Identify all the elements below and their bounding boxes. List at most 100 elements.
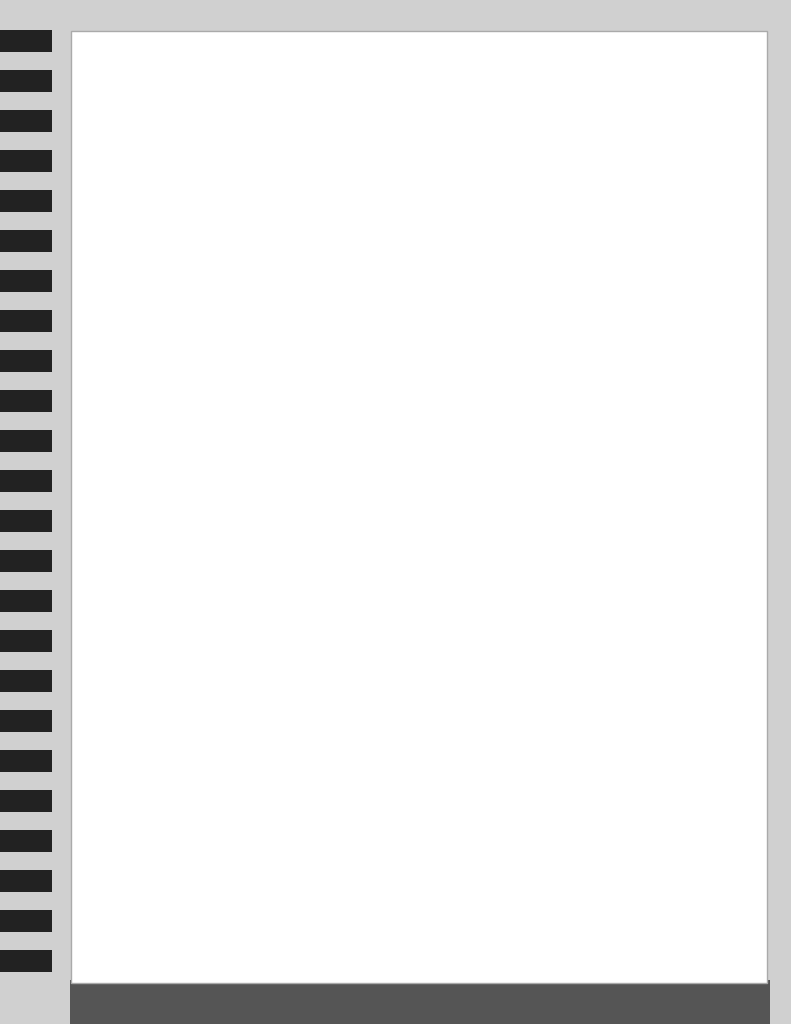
Text: IN-LINE
DIODE: IN-LINE DIODE [533,547,577,568]
FancyBboxPatch shape [266,863,302,892]
Text: P: P [335,701,340,710]
Text: 422-.5 TAN/BLK: 422-.5 TAN/BLK [654,784,702,790]
Bar [0,750,52,772]
Text: 12085425: 12085425 [222,920,258,926]
Text: 31: 31 [409,793,415,798]
Text: C: C [172,190,176,200]
Bar [0,870,52,892]
Bar [0,630,52,652]
Text: E: E [192,718,197,726]
Circle shape [435,258,495,318]
Bar [0,710,52,732]
Text: F: F [388,883,392,892]
Text: 422-.8 TAN/BLK: 422-.8 TAN/BLK [654,530,702,536]
Text: S202
(PAGE 17): S202 (PAGE 17) [655,375,690,388]
Text: 311: 311 [278,805,290,810]
FancyBboxPatch shape [400,782,424,808]
Text: D: D [171,220,177,229]
Text: A: A [191,857,197,866]
Text: B22: B22 [384,840,394,845]
Bar [0,470,52,492]
Text: 39-.8 PNK/BLK: 39-.8 PNK/BLK [677,263,682,307]
FancyBboxPatch shape [176,173,252,259]
Text: 821: 821 [231,769,241,774]
Text: F: F [335,709,339,718]
Text: 446-.8 LT BLU: 446-.8 LT BLU [202,339,207,381]
Text: 420: 420 [384,745,394,751]
Bar [0,350,52,372]
FancyBboxPatch shape [342,707,438,883]
Text: C110: C110 [261,905,284,914]
Bar [0,550,52,572]
Bar [0,70,52,92]
Text: 391: 391 [231,805,241,810]
Text: 446-.8 LT BLU: 446-.8 LT BLU [654,555,697,559]
Text: 39: 39 [363,840,369,845]
Bar [0,590,52,612]
FancyBboxPatch shape [266,828,302,857]
Text: B20: B20 [231,874,241,880]
Text: S199: S199 [471,582,489,588]
Text: 420: 420 [399,284,417,293]
Text: +: + [453,323,463,333]
Text: 422: 422 [174,745,186,751]
FancyBboxPatch shape [197,692,308,898]
Bar [0,150,52,172]
FancyBboxPatch shape [377,735,401,761]
Text: 99: 99 [233,734,240,739]
Text: 12045808: 12045808 [373,890,408,896]
Text: 422: 422 [407,745,417,751]
Text: (RWAL JA4 O: (RWAL JA4 O [686,126,733,134]
Text: S142
(PAGE 67): S142 (PAGE 67) [118,528,153,542]
Text: S198: S198 [599,582,617,588]
Text: A: A [248,220,254,229]
Text: -: - [538,323,542,333]
Bar [0,230,52,252]
FancyBboxPatch shape [377,829,401,855]
FancyBboxPatch shape [266,758,302,787]
Text: 420-.8 PPL: 420-.8 PPL [484,629,489,662]
Text: 35: 35 [281,769,287,774]
FancyBboxPatch shape [354,829,378,855]
Text: 30: 30 [409,840,415,845]
Bar [0,110,52,132]
FancyBboxPatch shape [354,735,378,761]
Bar [0,190,52,212]
FancyBboxPatch shape [377,782,401,808]
Bar [0,390,52,412]
Text: CLOSES IN
4TH GEAR: CLOSES IN 4TH GEAR [512,178,548,191]
Text: K: K [335,858,340,867]
Polygon shape [532,587,556,609]
Circle shape [182,185,202,205]
Bar [0,910,52,932]
Text: H: H [335,783,341,793]
Text: 446: 446 [225,160,240,166]
Bar [0,30,52,52]
Text: 448: 448 [336,284,354,293]
Bar [0,950,52,972]
FancyBboxPatch shape [266,793,302,822]
Text: 422: 422 [146,230,158,236]
Text: K: K [335,858,340,867]
Text: GAGES
20 AMP: GAGES 20 AMP [608,100,668,130]
FancyBboxPatch shape [298,748,332,837]
Text: 31: 31 [281,840,287,845]
Text: J: J [335,818,337,827]
Text: 420: 420 [146,247,159,253]
Circle shape [223,215,243,234]
Text: 422-.8 TAN/BLK: 422-.8 TAN/BLK [226,336,231,384]
Bar [0,270,52,292]
Text: HOT IN START OR RUN: HOT IN START OR RUN [624,57,720,67]
Text: D: D [191,753,197,762]
FancyBboxPatch shape [288,158,652,347]
FancyBboxPatch shape [266,723,302,752]
Text: B: B [248,190,254,200]
FancyBboxPatch shape [400,829,424,855]
Text: 35: 35 [363,793,369,798]
FancyBboxPatch shape [218,828,254,857]
Text: B22: B22 [231,840,241,845]
Text: 30: 30 [281,874,287,880]
Circle shape [182,215,202,234]
FancyBboxPatch shape [320,748,352,824]
Text: 99: 99 [363,745,369,751]
